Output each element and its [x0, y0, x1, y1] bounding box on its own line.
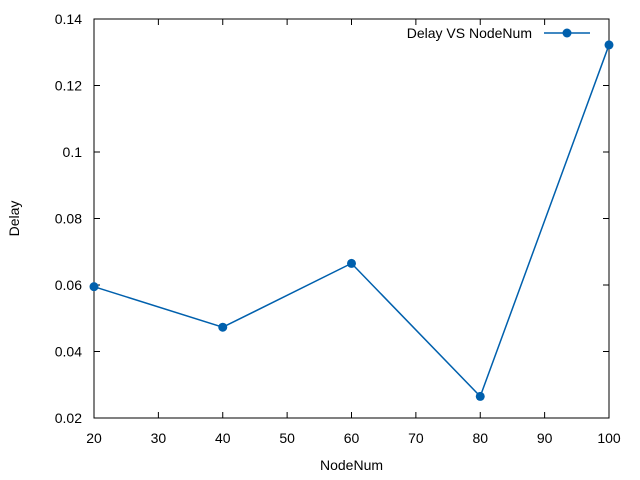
- y-tick-label: 0.14: [55, 11, 82, 27]
- data-point: [89, 282, 99, 292]
- data-point: [218, 322, 228, 332]
- x-tick-label: 30: [151, 430, 167, 446]
- x-tick-label: 90: [537, 430, 553, 446]
- series-line: [93, 44, 610, 398]
- y-tick-label: 0.08: [55, 211, 82, 227]
- x-tick-label: 60: [344, 430, 360, 446]
- legend-label: Delay VS NodeNum: [407, 25, 532, 41]
- data-point: [604, 40, 614, 50]
- axes: [93, 18, 610, 419]
- x-axis-title: NodeNum: [320, 457, 383, 473]
- plot-frame: [93, 18, 610, 419]
- y-tick-label: 0.12: [55, 78, 82, 94]
- axis-ticks: 20 30 40 50 60 70 80 90 100 0.02 0.04 0.06 0.08 0.1 0.…: [55, 11, 621, 446]
- y-tick-label: 0.1: [63, 144, 83, 160]
- legend-marker: [562, 28, 572, 38]
- data-point: [347, 258, 356, 268]
- legend: Delay VS NodeNum: [407, 25, 590, 41]
- y-tick-label: 0.06: [55, 277, 82, 293]
- x-tick-label: 50: [279, 430, 295, 446]
- x-tick-label: 100: [597, 430, 621, 446]
- series-layer: [89, 40, 614, 401]
- data-point: [475, 391, 485, 401]
- y-tick-label: 0.02: [55, 410, 82, 426]
- x-tick-label: 80: [472, 430, 488, 446]
- x-tick-label: 40: [215, 430, 231, 446]
- x-tick-label: 20: [86, 430, 102, 446]
- x-tick-label: 70: [408, 430, 424, 446]
- y-tick-label: 0.04: [55, 344, 82, 360]
- y-axis-title: Delay: [6, 201, 22, 237]
